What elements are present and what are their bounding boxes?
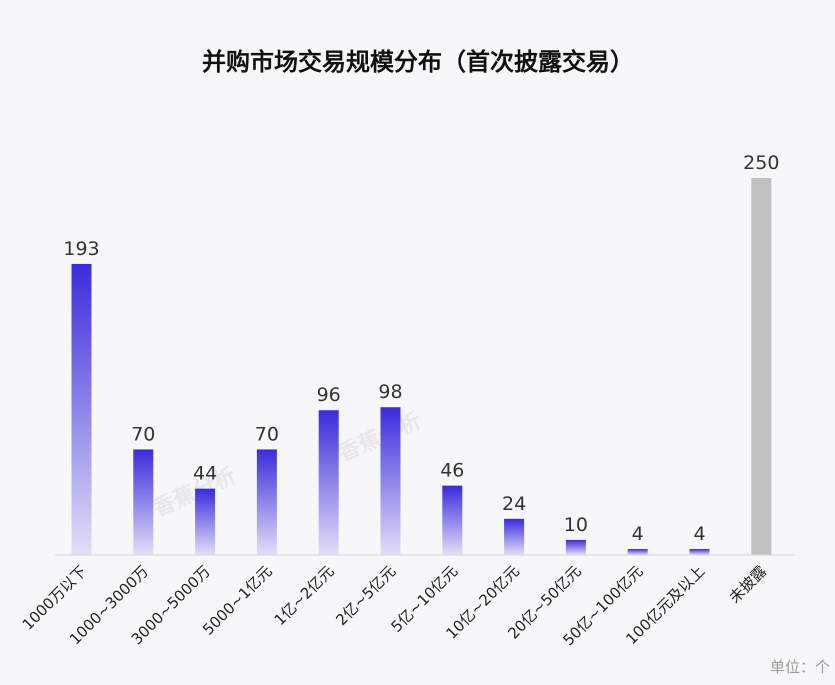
x-tick-label: 2亿~5亿元 <box>332 562 399 629</box>
unit-label: 单位：个 <box>770 658 830 676</box>
chart-title: 并购市场交易规模分布（首次披露交易） <box>202 48 634 76</box>
bar <box>71 263 92 555</box>
data-label: 4 <box>693 523 705 545</box>
data-label: 250 <box>743 152 779 174</box>
data-label: 193 <box>63 238 99 260</box>
bar <box>195 488 216 555</box>
bar <box>256 449 277 555</box>
data-label: 10 <box>564 514 588 536</box>
bar <box>380 407 401 555</box>
bar <box>318 410 339 555</box>
data-label: 96 <box>317 384 341 406</box>
x-axis-tick-labels: 1000万以下1000~3000万3000~5000万5000~1亿元1亿~2亿… <box>19 562 770 649</box>
bar <box>627 548 648 555</box>
data-label: 46 <box>440 460 464 482</box>
x-tick-label: 未披露 <box>726 562 771 607</box>
data-label: 70 <box>255 423 279 445</box>
data-label: 98 <box>378 381 402 403</box>
bar <box>689 548 710 555</box>
bar <box>504 518 525 555</box>
bar <box>565 539 586 555</box>
bar <box>442 485 463 555</box>
data-label: 24 <box>502 493 526 515</box>
bar <box>133 449 154 555</box>
bar <box>751 178 772 555</box>
data-label: 44 <box>193 463 217 485</box>
data-label: 4 <box>632 523 644 545</box>
watermark: 香蕉分析 <box>334 409 425 468</box>
x-tick-label: 1亿~2亿元 <box>271 562 338 629</box>
data-label: 70 <box>131 423 155 445</box>
